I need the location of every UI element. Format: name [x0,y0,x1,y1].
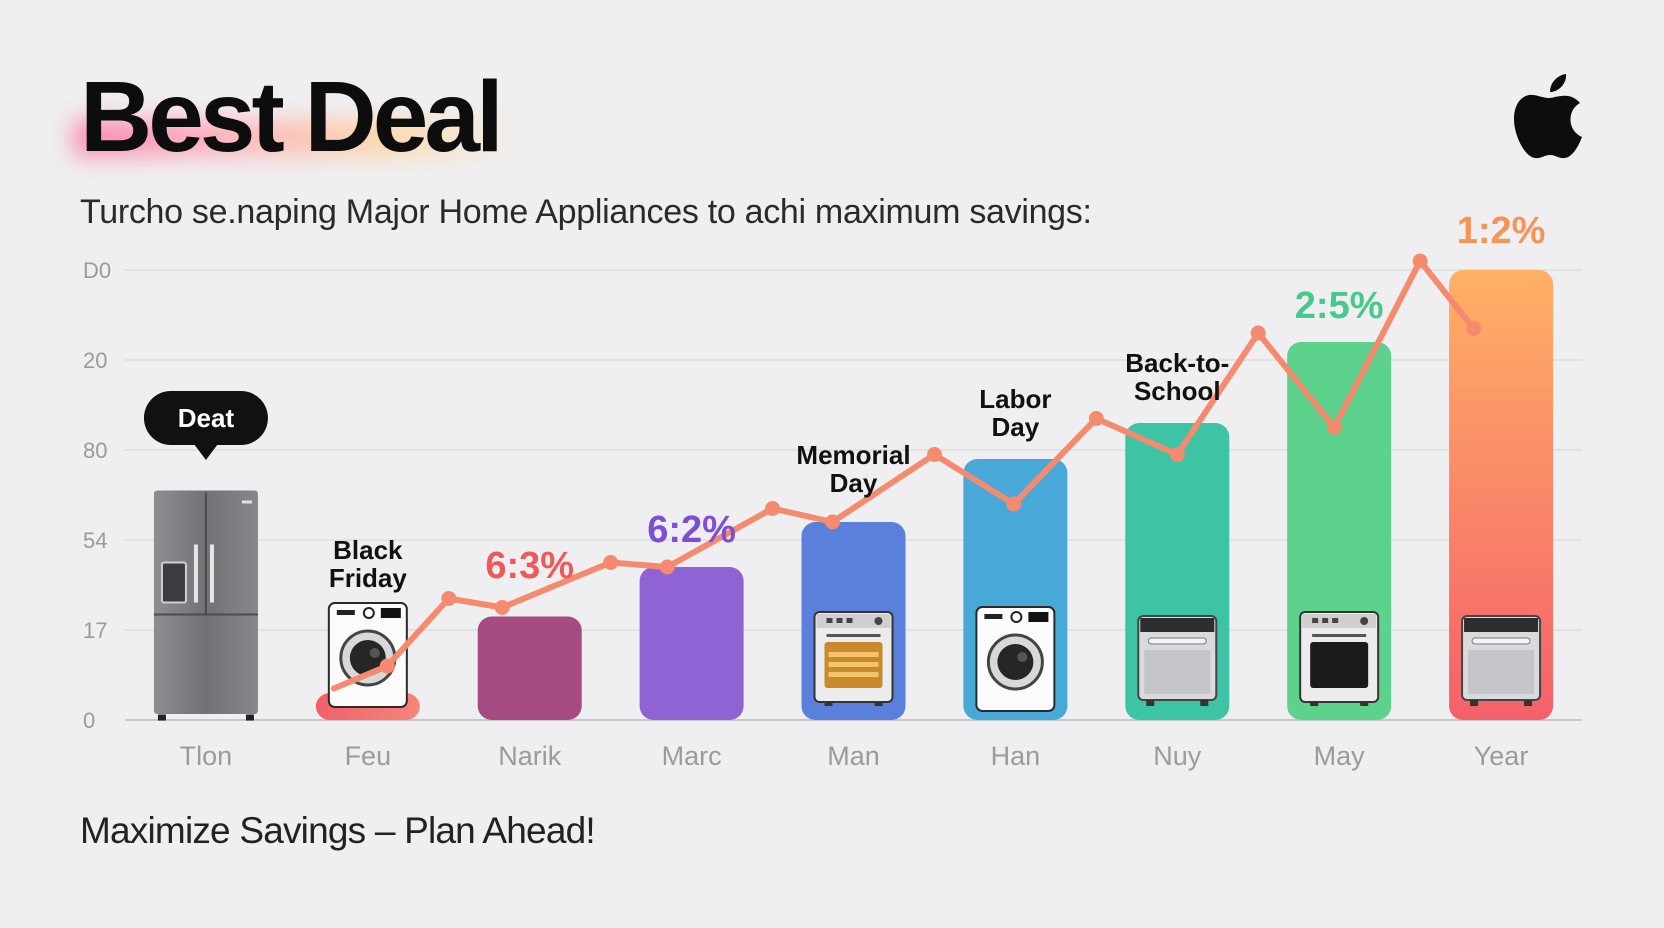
trend-point [1326,420,1342,435]
event-label: Back-to- [1125,348,1229,378]
event-label: Memorial [796,440,910,470]
oven-icon [813,611,894,706]
trend-point [1250,325,1266,341]
callout-bubble [143,391,268,445]
trend-line-path [330,258,1477,692]
x-tick-label: Tlon [180,741,233,771]
trend-line [330,253,1482,692]
title-area: Best Deal [74,61,524,173]
callout-text: Deat [178,403,235,433]
x-tick-label: Narik [498,741,562,771]
trend-point [1412,253,1428,269]
x-tick-label: Nuy [1153,741,1202,771]
trend-point [824,514,840,530]
dishwasher-icon [1137,615,1218,706]
page-title: Best Deal [80,61,504,173]
y-tick-label: 80 [83,438,107,463]
washing-machine-icon [975,606,1056,712]
percent-label: 1:2% [1457,210,1546,252]
event-label: Friday [329,563,408,593]
trend-point [765,501,781,516]
y-tick-label: 0 [83,708,95,733]
y-tick-label: 54 [83,528,107,553]
refrigerator-icon [153,492,258,721]
bar [477,616,582,720]
y-tick-label: 20 [83,348,107,373]
percent-label: 6:2% [647,509,736,551]
trend-point [379,658,395,674]
apple-logo-icon [1514,74,1582,159]
callout-pointer [193,444,218,460]
event-label: Labor [979,384,1051,414]
percent-label: 2:5% [1295,285,1384,327]
y-tick-label: 17 [83,618,107,643]
oven-icon [1299,611,1380,706]
x-tick-label: Feu [345,741,392,771]
trend-point [1466,321,1482,336]
footer-tagline: Maximize Savings – Plan Ahead! [80,810,596,851]
trend-point [926,447,942,462]
bar [1449,270,1554,720]
dishwasher-icon [1461,615,1542,706]
trend-point [494,600,510,615]
x-tick-label: Marc [662,741,722,771]
event-label: Day [830,468,878,498]
trend-point [1088,411,1104,426]
trend-point [1169,447,1185,462]
event-label: School [1134,376,1221,406]
x-tick-label: May [1314,741,1366,771]
trend-point [1006,496,1022,512]
percent-label: 6:3% [485,545,574,587]
deal-callout: Deat [143,391,268,460]
trend-point [659,559,675,575]
event-label: Black [333,535,403,565]
trend-point [603,555,619,570]
page-subtitle: Turcho se.naping Major Home Appliances t… [80,193,1092,231]
bar [639,567,744,720]
title-highlight [74,120,524,156]
appliance-icons [153,492,1542,721]
x-tick-label: Man [827,741,880,771]
x-tick-label: Han [991,741,1041,771]
y-tick-label: D0 [83,258,111,283]
event-label: Day [992,412,1040,442]
x-tick-label: Year [1474,741,1529,771]
chart-labels: Tlon Feu Narik Marc Man Han Nuy May Year BlackFri… [143,210,1546,771]
trend-point [441,591,457,606]
